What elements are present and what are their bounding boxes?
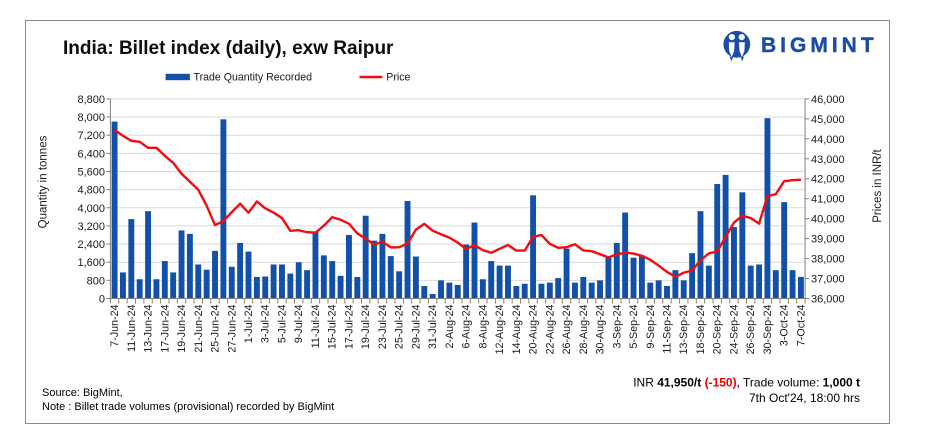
svg-text:6-Aug-24: 6-Aug-24 <box>461 304 473 348</box>
svg-text:13-Jun-24: 13-Jun-24 <box>143 304 155 352</box>
svg-text:800: 800 <box>87 275 105 287</box>
svg-text:17-Jul-24: 17-Jul-24 <box>343 304 355 349</box>
svg-text:22-Aug-24: 22-Aug-24 <box>544 304 556 354</box>
svg-text:0: 0 <box>99 294 105 306</box>
svg-text:13-Sep-24: 13-Sep-24 <box>678 304 690 354</box>
svg-text:18-Sep-24: 18-Sep-24 <box>695 304 707 354</box>
svg-text:36,000: 36,000 <box>811 294 845 306</box>
svg-text:Source: BigMint,: Source: BigMint, <box>42 387 123 399</box>
svg-text:39,000: 39,000 <box>811 234 845 246</box>
svg-text:12-Aug-24: 12-Aug-24 <box>494 304 506 354</box>
svg-text:7th Oct'24, 18:00 hrs: 7th Oct'24, 18:00 hrs <box>749 391 860 405</box>
svg-text:6,400: 6,400 <box>77 148 105 160</box>
svg-text:45,000: 45,000 <box>811 114 845 126</box>
svg-text:7-Oct-24: 7-Oct-24 <box>795 304 807 346</box>
svg-text:8,000: 8,000 <box>77 112 105 124</box>
svg-text:8-Aug-24: 8-Aug-24 <box>477 304 489 348</box>
svg-text:40,000: 40,000 <box>811 214 845 226</box>
svg-text:India: Billet index (daily), e: India: Billet index (daily), exw Raipur <box>63 38 394 59</box>
svg-text:Note : Billet trade volumes (p: Note : Billet trade volumes (provisional… <box>42 401 334 413</box>
svg-text:38,000: 38,000 <box>811 254 845 266</box>
svg-text:20-Sep-24: 20-Sep-24 <box>712 304 724 354</box>
svg-text:25-Jun-24: 25-Jun-24 <box>210 304 222 352</box>
svg-text:44,000: 44,000 <box>811 134 845 146</box>
svg-text:21-Jun-24: 21-Jun-24 <box>193 304 205 352</box>
svg-text:3-Jul-24: 3-Jul-24 <box>260 304 272 343</box>
svg-text:5,600: 5,600 <box>77 166 105 178</box>
svg-text:4,800: 4,800 <box>77 185 105 197</box>
svg-text:INR 41,950/t (-150), Trade vol: INR 41,950/t (-150), Trade volume: 1,000… <box>633 375 860 389</box>
svg-text:25-Jul-24: 25-Jul-24 <box>394 304 406 349</box>
svg-text:BIGMINT: BIGMINT <box>761 34 878 57</box>
svg-text:11-Jun-24: 11-Jun-24 <box>126 304 138 351</box>
svg-text:27-Jun-24: 27-Jun-24 <box>226 304 238 352</box>
svg-text:7,200: 7,200 <box>77 130 105 142</box>
svg-text:2,400: 2,400 <box>77 239 105 251</box>
svg-text:43,000: 43,000 <box>811 154 845 166</box>
svg-text:11-Jul-24: 11-Jul-24 <box>310 304 322 348</box>
svg-text:Price: Price <box>386 71 410 83</box>
svg-text:19-Jun-24: 19-Jun-24 <box>176 304 188 352</box>
svg-text:37,000: 37,000 <box>811 274 845 286</box>
svg-text:4,000: 4,000 <box>77 203 105 215</box>
svg-text:3-Sep-24: 3-Sep-24 <box>611 304 623 348</box>
svg-text:26-Aug-24: 26-Aug-24 <box>561 304 573 354</box>
svg-text:19-Jul-24: 19-Jul-24 <box>360 304 372 349</box>
svg-text:Trade Quantity Recorded: Trade Quantity Recorded <box>194 71 313 83</box>
svg-text:24-Sep-24: 24-Sep-24 <box>728 304 740 354</box>
svg-text:2-Aug-24: 2-Aug-24 <box>444 304 456 348</box>
svg-text:42,000: 42,000 <box>811 174 845 186</box>
svg-text:41,000: 41,000 <box>811 194 845 206</box>
svg-text:9-Jul-24: 9-Jul-24 <box>293 304 305 343</box>
svg-text:23-Jul-24: 23-Jul-24 <box>377 304 389 349</box>
svg-text:28-Aug-24: 28-Aug-24 <box>578 304 590 354</box>
svg-text:3,200: 3,200 <box>77 221 105 233</box>
svg-text:1-Jul-24: 1-Jul-24 <box>243 304 255 343</box>
svg-text:Prices in INR/t: Prices in INR/t <box>872 148 884 222</box>
svg-text:7-Jun-24: 7-Jun-24 <box>109 304 121 346</box>
svg-text:9-Sep-24: 9-Sep-24 <box>645 304 657 348</box>
svg-text:20-Aug-24: 20-Aug-24 <box>528 304 540 354</box>
svg-text:14-Aug-24: 14-Aug-24 <box>511 304 523 354</box>
svg-text:30-Sep-24: 30-Sep-24 <box>762 304 774 354</box>
svg-text:8,800: 8,800 <box>77 94 105 106</box>
svg-text:3-Oct-24: 3-Oct-24 <box>779 304 791 346</box>
svg-text:29-Jul-24: 29-Jul-24 <box>410 304 422 349</box>
svg-text:5-Jul-24: 5-Jul-24 <box>276 304 288 343</box>
svg-text:30-Aug-24: 30-Aug-24 <box>595 304 607 354</box>
svg-text:26-Sep-24: 26-Sep-24 <box>745 304 757 354</box>
svg-text:1,600: 1,600 <box>77 257 105 269</box>
svg-text:17-Jun-24: 17-Jun-24 <box>159 304 171 352</box>
svg-text:15-Jul-24: 15-Jul-24 <box>327 304 339 349</box>
svg-text:46,000: 46,000 <box>811 94 845 106</box>
svg-text:5-Sep-24: 5-Sep-24 <box>628 304 640 348</box>
svg-text:11-Sep-24: 11-Sep-24 <box>662 304 674 353</box>
svg-text:Quantity in tonnes: Quantity in tonnes <box>38 135 50 228</box>
svg-text:31-Jul-24: 31-Jul-24 <box>427 304 439 349</box>
